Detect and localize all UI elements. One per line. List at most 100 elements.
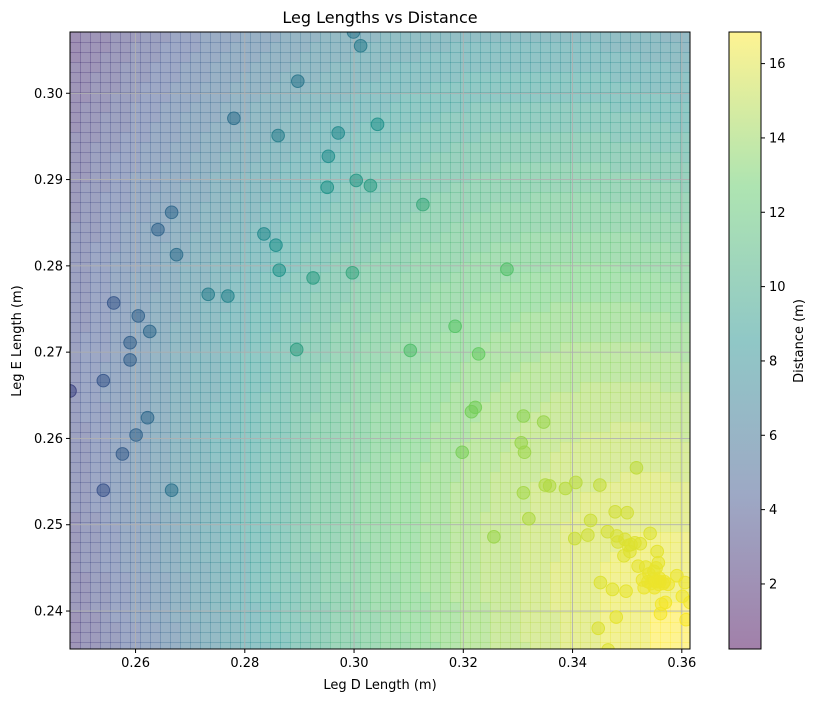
contour-cell: [430, 162, 441, 173]
contour-cell: [480, 442, 491, 453]
contour-cell: [470, 422, 481, 433]
contour-cell: [210, 622, 221, 633]
contour-cell: [80, 102, 91, 113]
contour-cell: [200, 562, 211, 573]
contour-cell: [430, 262, 441, 273]
contour-cell: [420, 82, 431, 93]
contour-cell: [620, 102, 631, 113]
contour-cell: [210, 322, 221, 333]
contour-cell: [140, 632, 151, 643]
contour-cell: [440, 472, 451, 483]
contour-cell: [70, 362, 81, 373]
contour-cell: [490, 182, 501, 193]
contour-cell: [250, 622, 261, 633]
contour-cell: [560, 212, 571, 223]
contour-cell: [290, 412, 301, 423]
contour-cell: [310, 392, 321, 403]
contour-cell: [170, 222, 181, 233]
contour-cell: [640, 632, 651, 643]
contour-cell: [150, 102, 161, 113]
contour-cell: [70, 412, 81, 423]
contour-cell: [280, 542, 291, 553]
contour-cell: [550, 522, 561, 533]
contour-cell: [640, 622, 651, 633]
contour-cell: [460, 632, 471, 643]
contour-cell: [410, 392, 421, 403]
contour-cell: [290, 612, 301, 623]
contour-cell: [520, 102, 531, 113]
contour-cell: [190, 482, 201, 493]
contour-cell: [220, 122, 231, 133]
contour-cell: [590, 42, 601, 53]
contour-cell: [200, 202, 211, 213]
contour-cell: [70, 402, 81, 413]
contour-cell: [330, 102, 341, 113]
contour-cell: [80, 142, 91, 153]
contour-cell: [220, 272, 231, 283]
contour-cell: [520, 472, 531, 483]
contour-cell: [370, 502, 381, 513]
contour-cell: [270, 592, 281, 603]
contour-cell: [550, 632, 561, 643]
contour-cell: [490, 162, 501, 173]
contour-cell: [630, 262, 641, 273]
contour-cell: [410, 122, 421, 133]
contour-cell: [70, 392, 81, 403]
contour-cell: [230, 512, 241, 523]
contour-cell: [360, 532, 371, 543]
contour-cell: [420, 592, 431, 603]
contour-cell: [90, 412, 101, 423]
contour-cell: [680, 42, 690, 53]
contour-cell: [310, 172, 321, 183]
contour-cell: [360, 282, 371, 293]
contour-cell: [380, 232, 391, 243]
contour-cell: [610, 182, 621, 193]
contour-cell: [590, 612, 601, 623]
contour-cell: [250, 472, 261, 483]
contour-cell: [250, 362, 261, 373]
contour-cell: [660, 412, 671, 423]
contour-cell: [570, 302, 581, 313]
contour-cell: [210, 112, 221, 123]
contour-cell: [360, 302, 371, 313]
contour-cell: [220, 602, 231, 613]
contour-cell: [320, 582, 331, 593]
contour-cell: [510, 302, 521, 313]
contour-cell: [240, 522, 251, 533]
contour-cell: [630, 622, 641, 633]
contour-cell: [70, 372, 81, 383]
contour-cell: [450, 212, 461, 223]
contour-cell: [250, 532, 261, 543]
contour-cell: [160, 532, 171, 543]
contour-cell: [340, 552, 351, 563]
contour-cell: [470, 142, 481, 153]
contour-cell: [580, 242, 591, 253]
contour-cell: [510, 132, 521, 143]
contour-cell: [340, 422, 351, 433]
contour-cell: [540, 512, 551, 523]
contour-cell: [640, 112, 651, 123]
contour-cell: [320, 222, 331, 233]
contour-cell: [400, 92, 411, 103]
contour-cell: [430, 322, 441, 333]
contour-cell: [180, 52, 191, 63]
contour-cell: [140, 112, 151, 123]
contour-cell: [290, 322, 301, 333]
contour-cell: [640, 52, 651, 63]
contour-cell: [270, 192, 281, 203]
contour-cell: [510, 492, 521, 503]
contour-cell: [420, 272, 431, 283]
contour-cell: [360, 612, 371, 623]
contour-cell: [570, 362, 581, 373]
contour-cell: [150, 252, 161, 263]
contour-cell: [500, 212, 511, 223]
scatter-point: [416, 197, 430, 212]
contour-cell: [170, 332, 181, 343]
contour-cell: [570, 562, 581, 573]
contour-cell: [620, 632, 631, 643]
contour-cell: [120, 482, 131, 493]
contour-cell: [200, 392, 211, 403]
contour-cell: [680, 562, 690, 573]
contour-cell: [120, 532, 131, 543]
